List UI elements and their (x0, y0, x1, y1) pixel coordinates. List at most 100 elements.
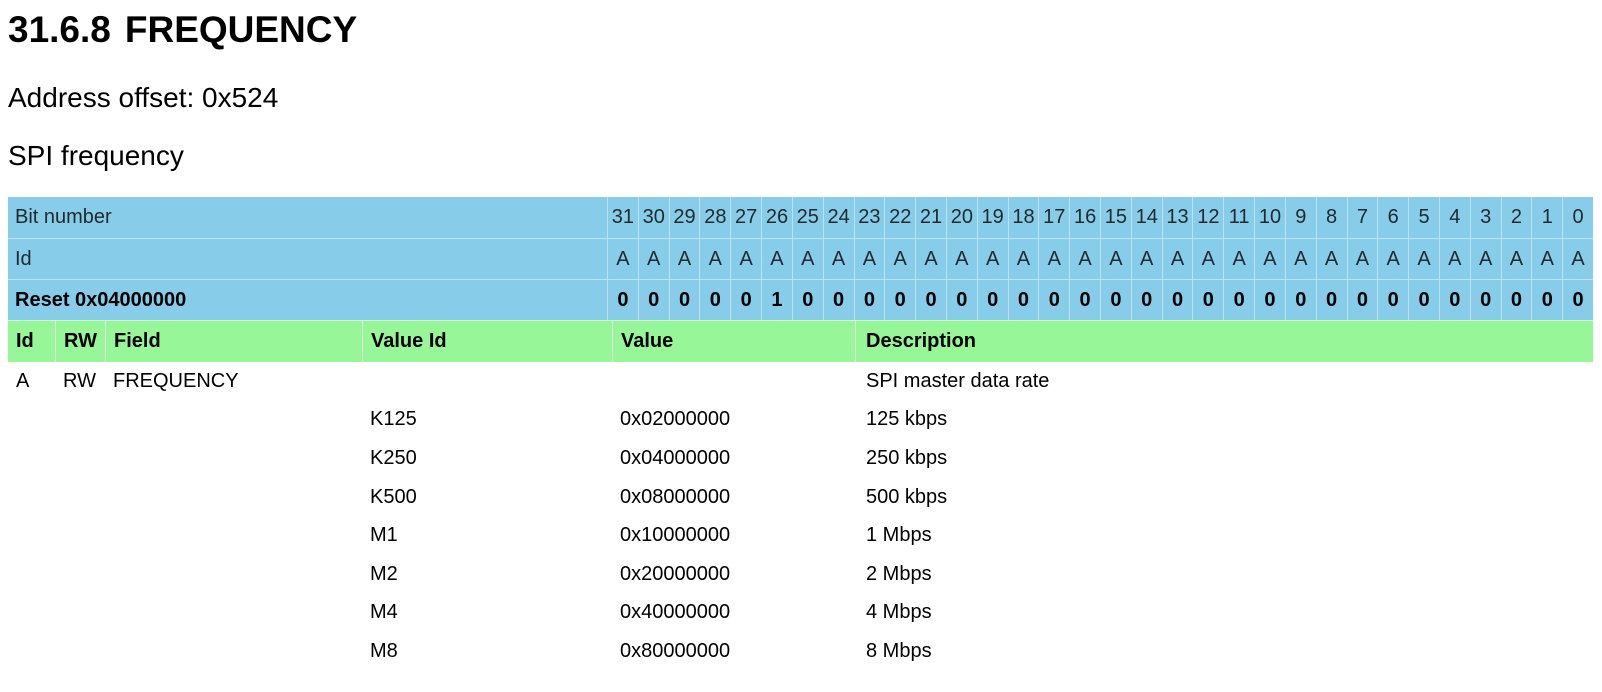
field-row: M4 0x40000000 4 Mbps (8, 594, 1593, 633)
field-row: A RW FREQUENCY SPI master data rate (8, 362, 1593, 401)
bit-id-cell: A (730, 239, 761, 279)
field-description-cell: 8 Mbps (866, 639, 932, 662)
reset-bit-cell: 0 (945, 280, 977, 320)
bit-id-cell: A (1500, 239, 1532, 279)
reset-bit-cell: 0 (1377, 280, 1408, 320)
bit-number-cell: 19 (976, 197, 1008, 238)
bit-number-cell: 28 (699, 197, 730, 238)
section-title: 31.6.8 FREQUENCY (8, 10, 1602, 50)
bit-id-cell: A (1408, 239, 1439, 279)
address-offset: Address offset: 0x524 (8, 82, 279, 113)
field-id-cell: A (16, 369, 30, 392)
reset-bit-cell: 0 (1100, 280, 1131, 320)
bit-number-label: Bit number (15, 206, 112, 228)
bit-id-cell: A (1192, 239, 1223, 279)
section-number: 31.6.8 (8, 9, 111, 50)
header-rw: RW (55, 321, 105, 362)
bit-id-cell: A (915, 239, 946, 279)
bit-number-cell: 7 (1346, 197, 1378, 238)
bit-number-cell: 1 (1531, 197, 1562, 238)
field-row: K500 0x08000000 500 kbps (8, 478, 1593, 517)
bit-number-cell: 25 (791, 197, 823, 238)
bit-number-row: Bit number 31 30 29 28 27 26 25 24 23 22 21 20 19 18 1… (8, 197, 1593, 238)
reset-bit-cell: 0 (1346, 280, 1378, 320)
field-row: M8 0x80000000 8 Mbps (8, 632, 1593, 671)
bit-number-cell: 5 (1408, 197, 1439, 238)
bit-number-cell: 4 (1438, 197, 1470, 238)
bit-id-cell: A (1531, 239, 1562, 279)
bit-id-cell: A (1161, 239, 1193, 279)
field-description-cell: SPI master data rate (866, 369, 1050, 392)
bit-number-cell: 10 (1254, 197, 1285, 238)
field-value-cell: 0x02000000 (620, 408, 731, 431)
reset-bit-cell: 0 (699, 280, 730, 320)
header-value: Value (612, 321, 855, 362)
bit-id-cell: A (637, 239, 669, 279)
reset-value-label: Reset 0x04000000 (15, 288, 187, 311)
reset-bit-cell: 0 (884, 280, 915, 320)
reset-bit-cell: 0 (1500, 280, 1532, 320)
field-value-cell: 0x80000000 (620, 639, 731, 662)
bit-number-cell: 8 (1315, 197, 1347, 238)
reset-bit-cell: 0 (730, 280, 761, 320)
bit-number-cell: 13 (1161, 197, 1193, 238)
bit-number-cell: 12 (1192, 197, 1223, 238)
field-row: K125 0x02000000 125 kbps (8, 401, 1593, 440)
reset-bit-cell: 0 (1284, 280, 1316, 320)
header-description: Description (855, 321, 1593, 362)
bit-id-cell: A (945, 239, 977, 279)
header-value-id: Value Id (362, 321, 612, 362)
bit-id-cell: A (1469, 239, 1501, 279)
reset-bit-cell: 0 (1438, 280, 1470, 320)
bit-id-cell: A (976, 239, 1008, 279)
bit-number-cell: 18 (1007, 197, 1039, 238)
fields-table-body: A RW FREQUENCY SPI master data rate K125… (8, 362, 1593, 671)
reset-bit-cell: 0 (1315, 280, 1347, 320)
bit-id-cell: A (1038, 239, 1069, 279)
reset-bit-cell: 0 (1130, 280, 1162, 320)
bit-number-cell: 15 (1100, 197, 1131, 238)
field-description-cell: 2 Mbps (866, 562, 932, 585)
bit-number-cell: 17 (1038, 197, 1069, 238)
bit-number-cell: 24 (822, 197, 854, 238)
bit-id-cell: A (761, 239, 792, 279)
header-id: Id (16, 330, 34, 352)
field-row: M1 0x10000000 1 Mbps (8, 516, 1593, 555)
bit-id-cell: A (1377, 239, 1408, 279)
reset-bit-cell: 0 (637, 280, 669, 320)
bit-id-cell: A (853, 239, 885, 279)
field-value-id-cell: M1 (370, 524, 398, 547)
field-rw-cell: RW (63, 369, 96, 392)
field-value-cell: 0x10000000 (620, 524, 731, 547)
reset-bit-cell: 0 (822, 280, 854, 320)
bit-number-cell: 21 (915, 197, 946, 238)
reset-bit-cell: 0 (1161, 280, 1193, 320)
reset-bit-cell: 0 (915, 280, 946, 320)
field-name-cell: FREQUENCY (113, 369, 239, 392)
reset-bit-cell: 0 (1223, 280, 1254, 320)
bit-id-cell: A (791, 239, 823, 279)
bit-number-cell: 11 (1223, 197, 1254, 238)
fields-header-row: Id RW Field Value Id Value Description (8, 320, 1593, 362)
field-description-cell: 250 kbps (866, 446, 948, 469)
bit-id-cell: A (668, 239, 700, 279)
bit-id-cell: A (1069, 239, 1100, 279)
bit-number-cell: 23 (853, 197, 885, 238)
reset-bit-cell: 0 (1531, 280, 1562, 320)
bit-id-cell: A (1315, 239, 1347, 279)
reset-bit-cell: 1 (761, 280, 792, 320)
bit-id-cell: A (1346, 239, 1378, 279)
field-value-id-cell: K250 (370, 446, 417, 469)
bit-id-cell: A (607, 239, 638, 279)
bit-id-cell: A (822, 239, 854, 279)
field-row: M2 0x20000000 2 Mbps (8, 555, 1593, 594)
field-description-cell: 1 Mbps (866, 524, 932, 547)
bit-number-cell: 0 (1562, 197, 1593, 238)
bit-number-cell: 6 (1377, 197, 1408, 238)
reset-bit-cell: 0 (853, 280, 885, 320)
reset-bit-cell: 0 (1562, 280, 1593, 320)
bit-id-cell: A (1100, 239, 1131, 279)
field-value-id-cell: K125 (370, 408, 417, 431)
field-description-cell: 500 kbps (866, 485, 948, 508)
